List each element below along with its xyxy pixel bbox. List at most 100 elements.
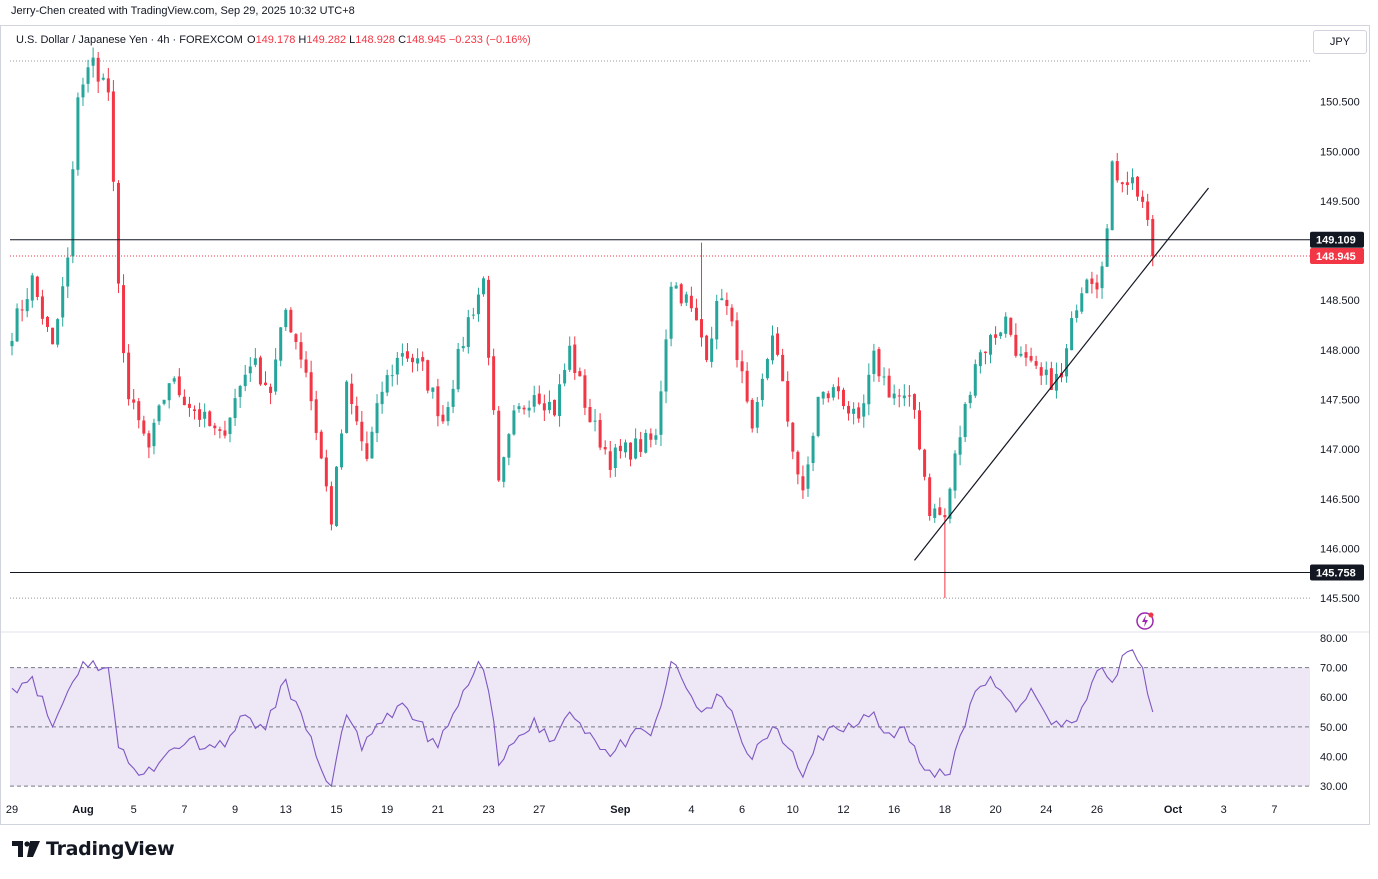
candle: [248, 357, 252, 382]
candle: [654, 428, 658, 445]
price-axis[interactable]: 150.500 150.000 149.500 148.500 148.000 147.5…: [1320, 97, 1360, 605]
candle: [623, 439, 627, 458]
candle: [1090, 271, 1094, 294]
candle: [715, 294, 719, 350]
candle-body: [831, 387, 835, 398]
rsi-tick-label: 80.00: [1320, 633, 1348, 645]
candle-body: [968, 394, 972, 404]
candle: [319, 429, 323, 460]
candle-body: [603, 447, 607, 450]
candle: [238, 384, 242, 408]
candles[interactable]: [10, 47, 1155, 599]
candle-body: [456, 348, 460, 390]
candle-body: [796, 451, 800, 475]
candle: [674, 282, 678, 289]
candle-body: [1120, 182, 1124, 185]
level-price-tag: [1310, 564, 1364, 581]
candle: [781, 348, 785, 382]
tradingview-wordmark: TradingView: [46, 838, 175, 860]
candle-body: [416, 358, 420, 364]
candle: [918, 402, 922, 451]
candle: [735, 312, 739, 368]
candle: [116, 180, 120, 294]
candle: [81, 77, 85, 106]
time-axis[interactable]: 29 Aug 5 7 9 13 15 19 21 23 27 Sep 4 6 10 12 16 18 20 24 26 O…: [6, 804, 1278, 816]
candle: [887, 368, 891, 398]
candle-body: [679, 284, 683, 304]
candle: [1034, 355, 1038, 370]
candle: [10, 332, 14, 356]
candle-body: [659, 391, 663, 435]
price-tick-label: 147.000: [1320, 444, 1360, 456]
candle-body: [157, 405, 161, 422]
candle: [791, 421, 795, 460]
candle: [1080, 287, 1084, 314]
candle-body: [588, 407, 592, 423]
candle-body: [30, 275, 34, 301]
candle: [527, 400, 531, 418]
candle: [796, 450, 800, 485]
candle: [253, 348, 257, 368]
candle: [172, 376, 176, 385]
candle: [314, 390, 318, 441]
candle: [963, 402, 967, 443]
candle: [700, 242, 704, 347]
candle: [669, 281, 673, 347]
candle-body: [193, 409, 197, 411]
candle: [649, 428, 653, 448]
candle-body: [760, 378, 764, 401]
price-tick-label: 150.000: [1320, 146, 1360, 158]
candle-body: [816, 396, 820, 436]
candle-body: [750, 399, 754, 429]
candle: [1100, 261, 1104, 299]
candle-body: [989, 335, 993, 355]
candle-body: [547, 401, 551, 411]
candle-body: [674, 285, 678, 289]
candle-body: [872, 350, 876, 374]
candle-body: [1054, 373, 1058, 391]
candle-body: [466, 317, 470, 348]
trendline[interactable]: [913, 187, 1209, 561]
candle-body: [45, 316, 49, 327]
candle: [705, 334, 709, 363]
candle-body: [1151, 219, 1155, 257]
time-tick-label: 4: [688, 804, 694, 816]
candle-body: [867, 374, 871, 405]
candle-body: [116, 182, 120, 284]
candle: [897, 388, 901, 408]
candle: [968, 391, 972, 409]
horizontal-levels[interactable]: 149.109 145.758 148.945: [10, 231, 1364, 581]
candle: [152, 418, 156, 455]
candle-body: [355, 405, 359, 422]
time-tick-label: 23: [482, 804, 494, 816]
rsi-pane[interactable]: 80.00 70.00 60.00 50.00 40.00 30.00: [10, 633, 1348, 793]
candle: [1125, 171, 1129, 195]
candle: [841, 387, 845, 410]
candle-body: [948, 488, 952, 519]
candle-body: [182, 396, 186, 406]
candle-body: [218, 429, 222, 431]
candle: [476, 287, 480, 322]
candle-body: [111, 91, 115, 182]
flash-icon[interactable]: [1136, 612, 1154, 630]
currency-button[interactable]: JPY: [1313, 30, 1367, 54]
candle: [1115, 153, 1119, 183]
grid: [1, 60, 1369, 633]
rsi-tick-label: 30.00: [1320, 781, 1348, 793]
time-tick-label: 18: [939, 804, 951, 816]
candle: [745, 362, 749, 404]
price-tick-label: 146.000: [1320, 543, 1360, 555]
candle-body: [1029, 355, 1033, 361]
candle-body: [304, 359, 308, 373]
candle: [233, 388, 237, 426]
candle-body: [821, 391, 825, 399]
candle-body: [147, 433, 151, 448]
candle: [1130, 168, 1134, 190]
candle-body: [127, 352, 131, 400]
candle: [122, 274, 126, 363]
candle: [466, 309, 470, 354]
candle: [532, 385, 536, 413]
candle-body: [400, 353, 404, 357]
candle: [867, 363, 871, 416]
